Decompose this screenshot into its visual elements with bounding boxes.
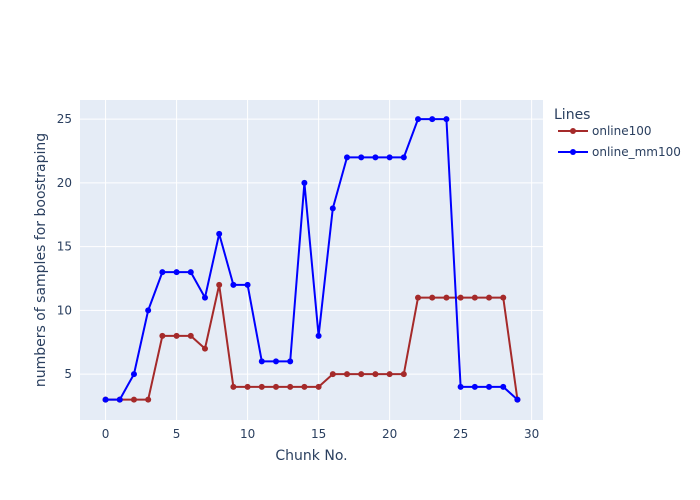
legend-items: online100 online_mm100 [558, 124, 681, 159]
data-point [287, 358, 294, 365]
legend-item-online_mm100[interactable]: online_mm100 [558, 145, 681, 159]
data-point [159, 332, 166, 339]
data-point [471, 294, 478, 301]
data-point [102, 396, 109, 403]
data-point [201, 294, 208, 301]
x-gridlines [105, 100, 533, 420]
data-point [173, 332, 180, 339]
data-point [443, 116, 450, 123]
data-point [372, 371, 379, 378]
data-point [358, 371, 365, 378]
data-point [315, 383, 322, 390]
legend[interactable]: Lines online100 online_mm100 [554, 107, 681, 159]
data-point [130, 371, 137, 378]
x-tick-labels: 0 5 10 15 20 25 30 [102, 427, 540, 441]
data-point [272, 383, 279, 390]
series-online_mm100 [102, 116, 521, 403]
data-point [159, 269, 166, 276]
data-point [287, 383, 294, 390]
data-point [372, 154, 379, 161]
data-point [500, 383, 507, 390]
data-point [216, 230, 223, 237]
y-tick-label: 10 [57, 303, 72, 317]
data-point [344, 371, 351, 378]
x-tick-label: 20 [382, 427, 397, 441]
legend-marker [570, 149, 576, 155]
data-point [272, 358, 279, 365]
x-tick-label: 10 [240, 427, 255, 441]
legend-title: Lines [554, 107, 590, 123]
data-point [443, 294, 450, 301]
y-tick-label: 25 [57, 112, 72, 126]
y-axis-title: numbers of samples for boostraping [33, 133, 49, 387]
y-tick-label: 20 [57, 176, 72, 190]
data-point [244, 281, 251, 288]
y-tick-label: 15 [57, 240, 72, 254]
data-point [187, 269, 194, 276]
data-point [258, 358, 265, 365]
data-point [301, 383, 308, 390]
data-point [173, 269, 180, 276]
data-point [457, 294, 464, 301]
data-point [500, 294, 507, 301]
data-point [386, 154, 393, 161]
data-point [400, 371, 407, 378]
legend-item-online100[interactable]: online100 [558, 124, 652, 138]
data-point [187, 332, 194, 339]
legend-label: online100 [592, 124, 652, 138]
x-tick-label: 0 [102, 427, 110, 441]
data-point [230, 281, 237, 288]
x-axis-title: Chunk No. [275, 448, 347, 464]
y-tick-label: 5 [64, 367, 72, 381]
data-point [301, 179, 308, 186]
data-point [130, 396, 137, 403]
data-point [216, 281, 223, 288]
data-point [457, 383, 464, 390]
data-point [514, 396, 521, 403]
data-point [471, 383, 478, 390]
x-tick-label: 15 [311, 427, 326, 441]
data-point [201, 345, 208, 352]
data-point [486, 294, 493, 301]
data-point [486, 383, 493, 390]
x-tick-label: 5 [173, 427, 181, 441]
data-point [415, 116, 422, 123]
data-point [415, 294, 422, 301]
data-point [230, 383, 237, 390]
data-point [244, 383, 251, 390]
legend-label: online_mm100 [592, 145, 681, 159]
data-point [429, 294, 436, 301]
series-online100 [102, 281, 521, 403]
data-point [386, 371, 393, 378]
x-tick-label: 25 [453, 427, 468, 441]
data-point [429, 116, 436, 123]
legend-marker [570, 128, 576, 134]
data-point [145, 396, 152, 403]
data-point [258, 383, 265, 390]
data-point [358, 154, 365, 161]
x-tick-label: 30 [524, 427, 539, 441]
data-point [116, 396, 123, 403]
data-point [329, 205, 336, 212]
data-point [344, 154, 351, 161]
data-point [329, 371, 336, 378]
series-layer [102, 116, 521, 403]
data-point [400, 154, 407, 161]
y-gridlines [80, 118, 543, 375]
data-point [145, 307, 152, 314]
data-point [315, 332, 322, 339]
y-tick-labels: 5 10 15 20 25 [57, 112, 72, 381]
